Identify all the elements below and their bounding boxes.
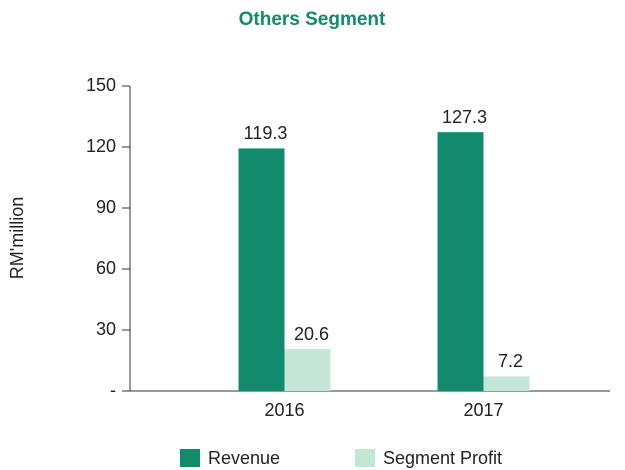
y-axis-label: RM'million bbox=[7, 197, 27, 279]
y-tick-label: 150 bbox=[86, 75, 116, 95]
bar bbox=[437, 132, 484, 391]
x-tick-label: 2017 bbox=[463, 400, 503, 420]
y-tick-label: 90 bbox=[96, 197, 116, 217]
legend-swatch bbox=[355, 449, 375, 467]
bar bbox=[284, 349, 331, 391]
data-label: 20.6 bbox=[294, 324, 329, 344]
data-label: 7.2 bbox=[498, 351, 523, 371]
y-tick-label: 120 bbox=[86, 136, 116, 156]
chart-title: Others Segment bbox=[239, 9, 386, 30]
bar bbox=[483, 376, 530, 391]
y-tick-label: 60 bbox=[96, 258, 116, 278]
x-tick-label: 2016 bbox=[264, 400, 304, 420]
legend-label: Revenue bbox=[208, 448, 280, 468]
y-tick-label: 30 bbox=[96, 319, 116, 339]
bar bbox=[238, 148, 285, 391]
legend-swatch bbox=[180, 449, 200, 467]
y-tick-label: - bbox=[110, 380, 116, 400]
data-label: 119.3 bbox=[244, 123, 288, 143]
legend-label: Segment Profit bbox=[383, 448, 502, 468]
data-label: 127.3 bbox=[442, 107, 487, 127]
